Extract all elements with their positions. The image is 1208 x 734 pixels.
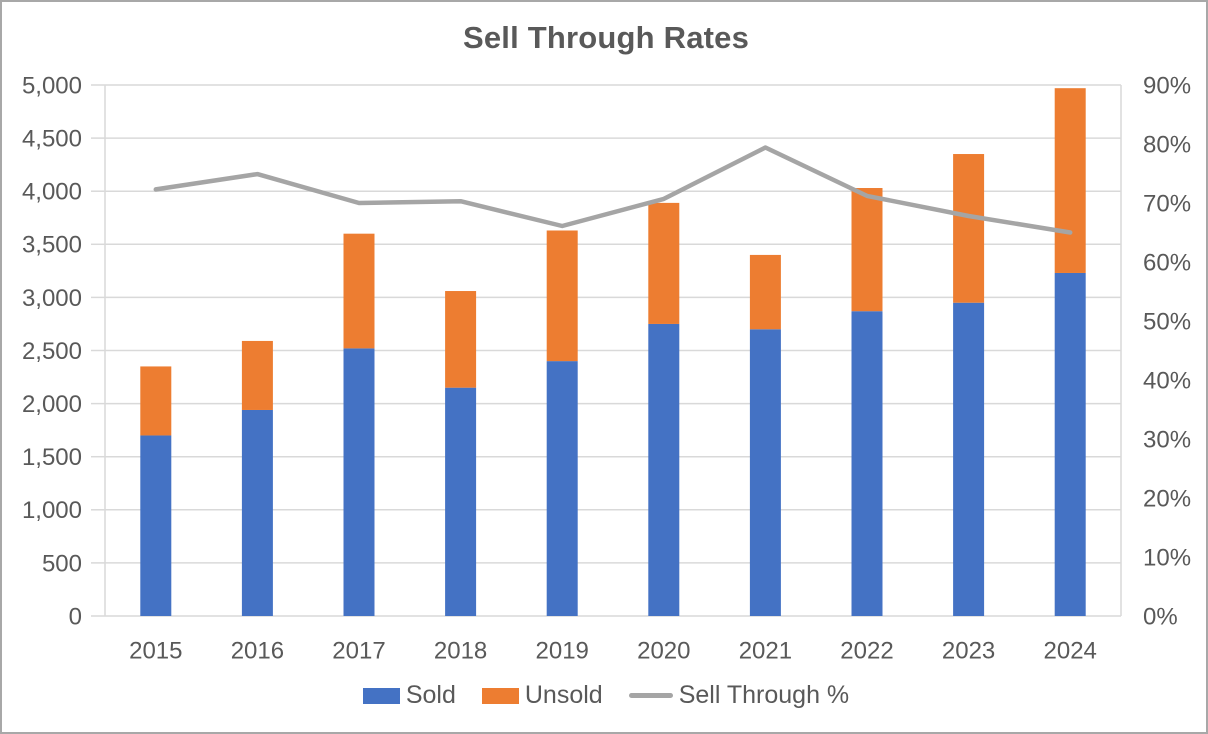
right-axis-label: 50% <box>1143 308 1191 335</box>
legend-item-sell-through-: Sell Through % <box>628 681 850 709</box>
legend-label: Unsold <box>524 681 603 709</box>
bar-segment-sold-2019 <box>546 361 578 616</box>
bar-segment-sold-2023 <box>953 302 985 616</box>
right-axis-label: 20% <box>1143 485 1191 512</box>
x-axis-label: 2017 <box>332 637 385 664</box>
left-axis-label: 4,000 <box>22 179 82 206</box>
bar-segment-sold-2015 <box>140 435 172 616</box>
bar-segment-sold-2017 <box>343 348 375 616</box>
legend-item-unsold: Unsold <box>481 681 603 709</box>
bar-segment-unsold-2016 <box>241 340 273 410</box>
right-axis-label: 0% <box>1143 603 1178 630</box>
bar-segment-unsold-2015 <box>140 366 172 436</box>
right-axis-label: 70% <box>1143 190 1191 217</box>
bar-segment-unsold-2024 <box>1054 88 1086 273</box>
bar-segment-unsold-2022 <box>851 188 883 312</box>
x-axis-label: 2024 <box>1044 637 1097 664</box>
bar-segment-sold-2018 <box>445 387 477 616</box>
bar-segment-sold-2016 <box>241 409 273 616</box>
x-axis-label: 2019 <box>536 637 589 664</box>
bar-segment-sold-2022 <box>851 311 883 616</box>
right-axis-label: 30% <box>1143 426 1191 453</box>
legend-label: Sell Through % <box>678 681 850 709</box>
bar-segment-sold-2024 <box>1054 272 1086 616</box>
left-axis-label: 0 <box>69 603 82 630</box>
legend-label: Sold <box>405 681 456 709</box>
legend-color-swatch-unsold <box>481 687 519 704</box>
left-axis-label: 4,500 <box>22 126 82 153</box>
x-axis-label: 2020 <box>637 637 690 664</box>
x-axis-label: 2023 <box>942 637 995 664</box>
legend-line-swatch-sell-through- <box>628 693 673 698</box>
left-axis-label: 500 <box>42 550 82 577</box>
line-series-sell-through- <box>153 145 1073 235</box>
bar-segment-unsold-2020 <box>648 202 680 324</box>
chart-title: Sell Through Rates <box>462 20 750 55</box>
left-axis-label: 3,000 <box>22 285 82 312</box>
bar-segment-unsold-2023 <box>953 154 985 303</box>
right-axis-label: 10% <box>1143 544 1191 571</box>
left-axis-label: 1,500 <box>22 444 82 471</box>
right-axis-label: 90% <box>1143 72 1191 99</box>
left-axis-label: 2,000 <box>22 391 82 418</box>
left-axis-label: 1,000 <box>22 497 82 524</box>
right-axis-label: 40% <box>1143 367 1191 394</box>
right-axis-label: 80% <box>1143 131 1191 158</box>
left-axis-label: 3,500 <box>22 232 82 259</box>
x-axis-label: 2016 <box>231 637 284 664</box>
right-axis-label: 60% <box>1143 249 1191 276</box>
left-axis-label: 5,000 <box>22 72 82 99</box>
legend: Sold Unsold Sell Through % <box>2 681 1206 709</box>
x-axis-label: 2022 <box>840 637 893 664</box>
x-axis-label: 2015 <box>129 637 182 664</box>
bar-segment-unsold-2021 <box>749 254 781 330</box>
bar-segment-sold-2021 <box>749 329 781 616</box>
bar-segment-unsold-2018 <box>445 291 477 388</box>
legend-color-swatch-sold <box>362 687 400 704</box>
bar-segment-unsold-2019 <box>546 230 578 362</box>
bar-segment-sold-2020 <box>648 323 680 616</box>
bar-segment-unsold-2017 <box>343 233 375 349</box>
x-axis-label: 2018 <box>434 637 487 664</box>
legend-item-sold: Sold <box>362 681 456 709</box>
left-axis-label: 2,500 <box>22 338 82 365</box>
x-axis-label: 2021 <box>739 637 792 664</box>
